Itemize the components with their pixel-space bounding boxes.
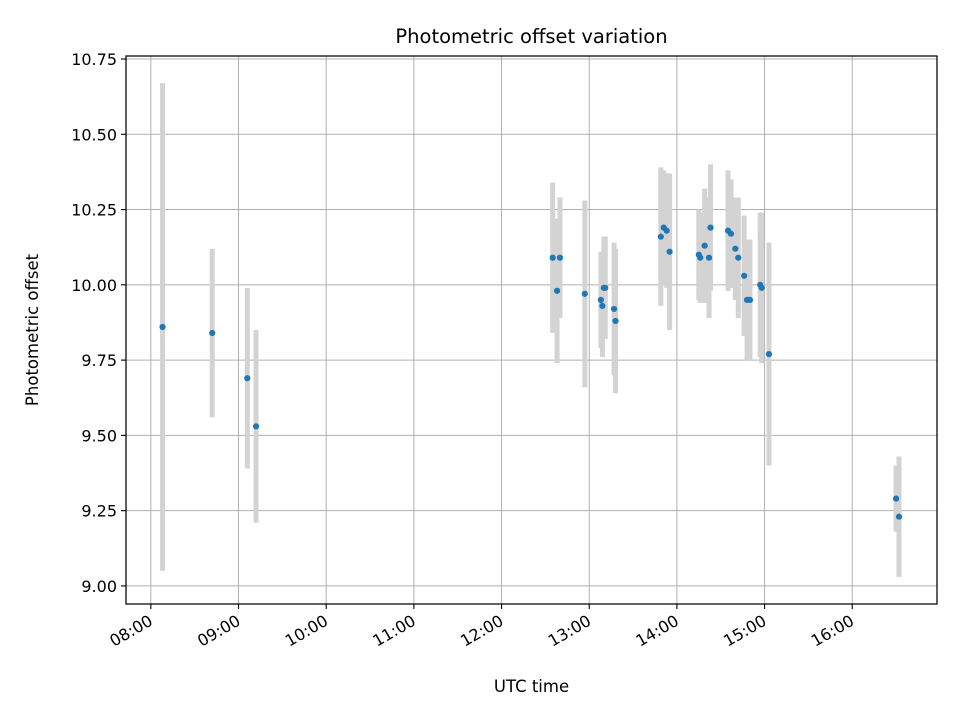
data-point (732, 245, 739, 252)
data-point (159, 323, 166, 331)
data-point (602, 284, 609, 291)
data-point (666, 248, 673, 255)
data-point (581, 290, 588, 297)
data-point (892, 495, 900, 502)
data-point (895, 513, 903, 520)
y-tick-label: 10.25 (71, 201, 117, 220)
grid (126, 56, 937, 604)
chart-title: Photometric offset variation (395, 25, 667, 48)
plot-area (126, 56, 937, 604)
y-tick-label: 9.25 (81, 502, 117, 521)
data-point (612, 317, 619, 325)
data-point (697, 254, 704, 261)
data-points (159, 224, 903, 520)
y-tick-label: 10.75 (71, 50, 117, 69)
y-axis-label: Photometric offset (23, 253, 42, 406)
data-point (610, 305, 618, 313)
y-tick-label: 10.50 (71, 125, 117, 144)
y-tick-label: 10.00 (71, 276, 117, 295)
data-point (252, 423, 260, 430)
y-tick-label: 9.50 (81, 426, 117, 445)
data-point (746, 296, 754, 303)
data-point (599, 302, 606, 310)
y-tick-label: 9.75 (81, 351, 117, 370)
data-point (657, 233, 664, 240)
data-point (597, 296, 605, 303)
data-point (244, 375, 251, 382)
data-point (705, 254, 713, 261)
data-point (556, 254, 564, 261)
y-axis-ticks: 9.00 9.25 9.50 9.75 10.00 10.25 10.50 10.75 (71, 50, 126, 596)
data-point (765, 350, 773, 358)
data-point (209, 329, 216, 337)
data-point (735, 254, 742, 261)
data-point (727, 230, 735, 237)
data-point (707, 224, 714, 231)
data-point (663, 227, 670, 234)
plot-frame (125, 55, 938, 605)
data-point (741, 272, 748, 279)
data-point (553, 287, 561, 294)
x-axis-label: UTC time (494, 677, 569, 696)
y-tick-label: 9.00 (81, 577, 117, 596)
data-point (758, 284, 765, 291)
data-point (701, 242, 708, 249)
data-point (549, 254, 556, 261)
